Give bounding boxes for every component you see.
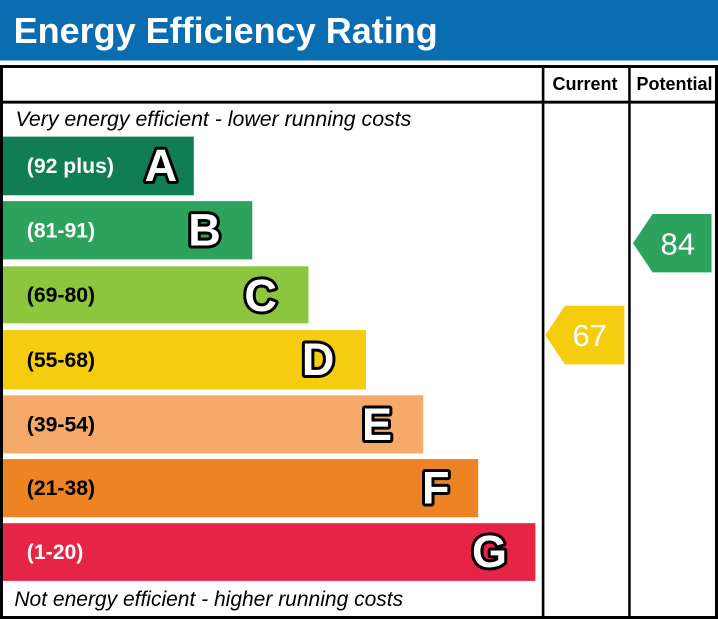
svg-text:G: G	[472, 526, 507, 577]
svg-text:(55-68): (55-68)	[27, 349, 95, 372]
svg-text:Potential: Potential	[636, 74, 712, 94]
svg-text:(81-91): (81-91)	[27, 219, 95, 242]
svg-text:D: D	[302, 334, 335, 385]
svg-text:(39-54): (39-54)	[27, 413, 95, 436]
svg-text:Very energy efficient - lower: Very energy efficient - lower running co…	[16, 107, 412, 131]
svg-text:B: B	[188, 205, 221, 256]
svg-text:E: E	[362, 399, 392, 450]
svg-text:(21-38): (21-38)	[27, 477, 95, 500]
svg-text:C: C	[244, 270, 277, 321]
svg-text:F: F	[422, 463, 450, 514]
svg-text:A: A	[145, 140, 178, 191]
svg-text:Current: Current	[552, 74, 617, 94]
svg-text:67: 67	[573, 318, 607, 353]
svg-text:(1-20): (1-20)	[27, 541, 84, 564]
svg-text:(69-80): (69-80)	[27, 284, 95, 307]
svg-text:84: 84	[660, 227, 694, 262]
svg-text:(92 plus): (92 plus)	[27, 155, 114, 178]
svg-text:Not energy efficient - higher: Not energy efficient - higher running co…	[14, 588, 403, 611]
svg-text:Energy Efficiency Rating: Energy Efficiency Rating	[14, 10, 438, 51]
